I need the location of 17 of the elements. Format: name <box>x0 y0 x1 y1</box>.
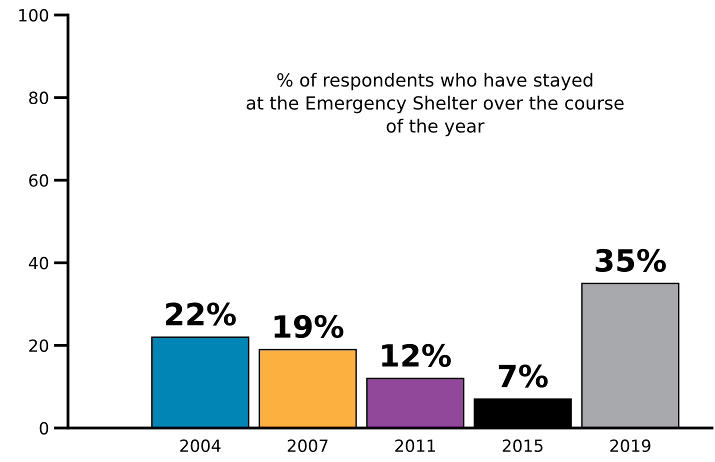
y-tick-label: 0 <box>40 422 48 435</box>
x-tick-label: 2011 <box>395 439 435 452</box>
y-tick-label: 100 <box>19 8 48 22</box>
x-tick-label: 2019 <box>610 439 650 452</box>
data-label: 22% <box>166 302 236 326</box>
y-tick-label: 60 <box>29 174 48 187</box>
x-tick-label: 2004 <box>180 439 221 452</box>
data-label: 35% <box>596 248 666 272</box>
text: % of respondents who have stayed at the Emergency Shelter over the course of the year <box>246 72 624 136</box>
y-tick-label: 40 <box>28 256 48 270</box>
y-tick-label: 80 <box>29 92 48 104</box>
x-tick-label: 2007 <box>288 439 328 452</box>
data-label: 19% <box>274 314 344 338</box>
data-label: 7% <box>498 364 548 388</box>
data-label: 12% <box>382 344 451 367</box>
x-tick-label: 2015 <box>502 439 543 452</box>
y-tick-label: 20 <box>29 339 48 352</box>
